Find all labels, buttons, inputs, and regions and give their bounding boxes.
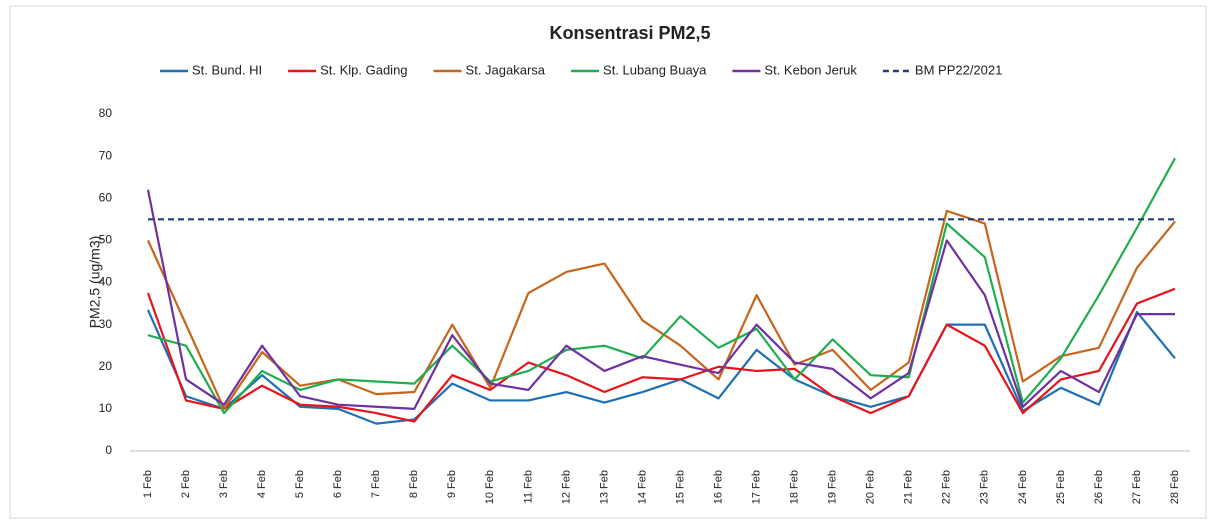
x-tick-label: 3 Feb [218,470,230,498]
x-tick-label: 7 Feb [370,470,382,498]
chart-frame [9,5,1207,519]
y-tick-label: 20 [99,359,113,373]
legend-label: BM PP22/2021 [915,62,1002,77]
chart-title: Konsentrasi PM2,5 [549,23,710,43]
y-tick-label: 50 [99,233,113,247]
x-tick-label: 8 Feb [408,470,420,498]
x-tick-label: 2 Feb [180,470,192,498]
series-line [146,209,1176,410]
x-tick-label: 10 Feb [484,470,496,504]
x-tick-label: 12 Feb [560,470,572,504]
legend-label: St. Bund. HI [192,62,262,77]
x-tick-label: 24 Feb [1017,470,1029,504]
x-tick-label: 27 Feb [1131,470,1143,504]
x-tick-label: 18 Feb [789,470,801,504]
x-tick-label: 20 Feb [865,470,877,504]
x-tick-label: 1 Feb [142,470,154,498]
x-tick-label: 14 Feb [636,470,648,504]
x-tick-label: 25 Feb [1055,470,1067,504]
legend-label: St. Lubang Buaya [603,62,707,77]
x-tick-label: 4 Feb [256,470,268,498]
legend-label: St. Kebon Jeruk [764,62,857,77]
x-tick-label: 28 Feb [1169,470,1181,504]
y-tick-label: 80 [99,106,113,120]
x-tick-label: 22 Feb [941,470,953,504]
x-tick-label: 5 Feb [294,470,306,498]
series-line [146,309,1176,425]
series-line [147,157,1176,415]
y-tick-label: 10 [99,401,113,415]
x-tick-label: 16 Feb [712,470,724,504]
x-tick-label: 23 Feb [979,470,991,504]
y-tick-label: 0 [105,443,112,457]
y-tick-label: 70 [99,148,113,162]
series-line [146,287,1176,423]
y-tick-label: 30 [99,317,113,331]
x-tick-label: 26 Feb [1093,470,1105,504]
series-line [146,189,1175,410]
x-tick-label: 19 Feb [827,470,839,504]
x-tick-label: 15 Feb [674,470,686,504]
x-tick-label: 6 Feb [332,470,344,498]
y-tick-label: 40 [99,275,113,289]
x-tick-label: 13 Feb [598,470,610,504]
y-axis-label: PM2,5 (ug/m3) [87,236,103,329]
legend-label: St. Klp. Gading [320,62,407,77]
legend-label: St. Jagakarsa [466,62,546,77]
y-tick-label: 60 [99,190,113,204]
x-tick-label: 21 Feb [903,470,915,504]
x-tick-label: 17 Feb [750,470,762,504]
x-tick-label: 9 Feb [446,470,458,498]
x-tick-label: 11 Feb [522,470,534,503]
